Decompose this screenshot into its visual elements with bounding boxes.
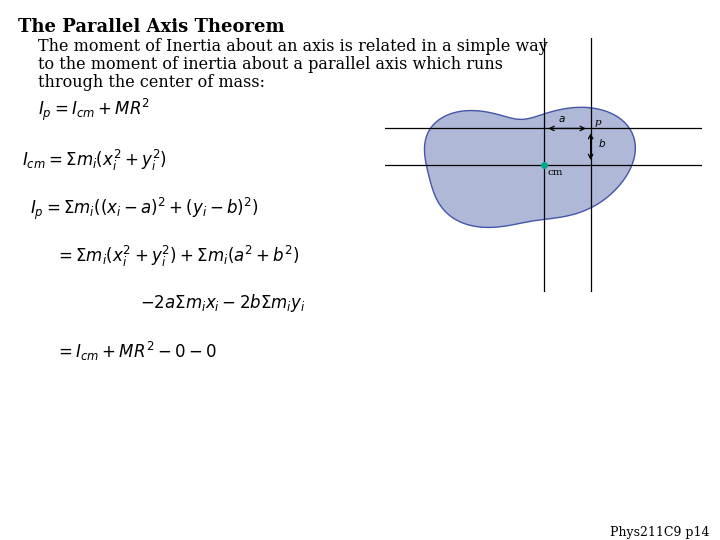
Text: p: p	[595, 118, 601, 127]
Text: The Parallel Axis Theorem: The Parallel Axis Theorem	[18, 18, 284, 36]
Text: to the moment of inertia about a parallel axis which runs: to the moment of inertia about a paralle…	[38, 56, 503, 73]
Text: The moment of Inertia about an axis is related in a simple way: The moment of Inertia about an axis is r…	[38, 38, 548, 55]
Text: $I_{cm} = \Sigma m_i(x_i^{2} + y_i^{2})$: $I_{cm} = \Sigma m_i(x_i^{2} + y_i^{2})$	[22, 148, 167, 173]
Polygon shape	[425, 107, 635, 227]
Text: $= I_{cm} + MR^2 - 0 - 0$: $= I_{cm} + MR^2 - 0 - 0$	[55, 340, 217, 363]
Text: $= \Sigma m_i(x_i^{2} + y_i^{2}) + \Sigma m_i(a^2 + b^2)$: $= \Sigma m_i(x_i^{2} + y_i^{2}) + \Sigm…	[55, 244, 300, 269]
Text: $- 2a\Sigma m_i x_i - 2b\Sigma m_i y_i$: $- 2a\Sigma m_i x_i - 2b\Sigma m_i y_i$	[140, 292, 306, 314]
Text: Phys211C9 p14: Phys211C9 p14	[611, 526, 710, 539]
Text: through the center of mass:: through the center of mass:	[38, 74, 265, 91]
Text: $I_p = I_{cm} + MR^2$: $I_p = I_{cm} + MR^2$	[38, 97, 150, 123]
Text: $a$: $a$	[558, 114, 566, 124]
Text: $I_p = \Sigma m_i((x_i - a)^2 + (y_i - b)^2)$: $I_p = \Sigma m_i((x_i - a)^2 + (y_i - b…	[30, 196, 258, 222]
Text: $b$: $b$	[598, 137, 606, 148]
Text: cm: cm	[548, 168, 563, 177]
